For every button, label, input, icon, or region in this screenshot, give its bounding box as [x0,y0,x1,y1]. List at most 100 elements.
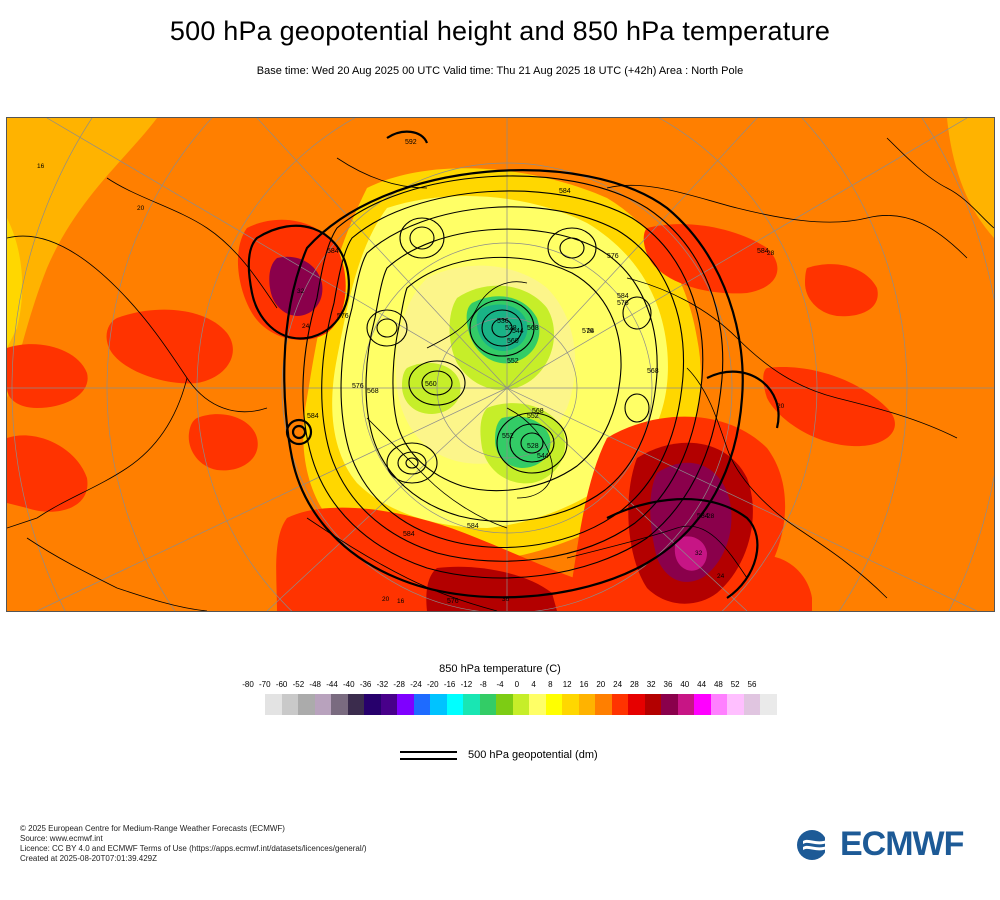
legend-color-swatch [446,694,463,715]
legend-color-swatch [265,694,282,715]
contour-label-group: 592 584 584 584 584 584 584 584 584 576 … [307,139,769,605]
legend-tick-label: -36 [359,680,372,689]
legend-color-swatch [694,694,711,715]
temp-label: 32 [695,550,703,557]
footer-licence: Licence: CC BY 4.0 and ECMWF Terms of Us… [20,844,367,853]
legend-tick-label: 20 [596,680,606,689]
contour-label: 584 [467,523,479,530]
legend-color-swatch [331,694,348,715]
contour-label: 560 [507,338,519,345]
temp-field-red-w3 [188,414,258,471]
legend-tick-label: 16 [579,680,589,689]
legend-color-swatch [578,694,595,715]
contour-label: 584 [327,248,339,255]
legend-tick-label: 56 [747,680,757,689]
contour-label: 576 [352,383,364,390]
legend-tick-label: 4 [531,680,536,689]
temp-field-red-nw [106,309,233,384]
contour-key-label: 500 hPa geopotential (dm) [468,749,598,761]
temp-label: 28 [707,513,715,520]
temp-field-red-east-edge [737,555,812,611]
legend-title: 850 hPa temperature (C) [439,663,561,675]
legend-tick-label: -20 [427,680,439,689]
temp-field-magenta-se [674,536,707,571]
contour-label: 544 [537,453,549,460]
legend-color-swatch [529,694,546,715]
temp-label: 32 [297,288,305,295]
legend-tick-label: 0 [514,680,520,689]
contour-label: 576 [337,313,349,320]
contour-label: 568 [527,325,539,332]
contour-label: 576 [607,253,619,260]
chart-title: 500 hPa geopotential height and 850 hPa … [169,16,831,46]
legend-color-swatch [281,694,298,715]
legend-tick-label: -32 [376,680,389,689]
temp-label: 16 [37,163,45,170]
temp-field-lime-3 [402,362,461,414]
legend-tick-label: 36 [663,680,673,689]
ecmwf-logo: ECMWF [795,825,985,863]
temp-label-group: 16 16 20 20 20 24 24 24 28 28 32 32 36 [37,163,785,605]
legend-color-swatch [661,694,678,715]
ecmwf-logo-text: ECMWF [840,825,964,863]
contour-label: 544 [512,328,524,335]
legend-color-swatch [743,694,760,715]
temp-label: 20 [137,205,145,212]
legend-tick-label: 12 [562,680,572,689]
legend-tick-label: 32 [646,680,656,689]
temp-label: 28 [767,250,775,257]
temp-label: 20 [382,596,390,603]
contour-label: 592 [405,139,417,146]
geopotential-thick-contours [247,130,780,599]
legend-color-swatch [595,694,612,715]
legend-tick-label: -8 [479,680,487,689]
contour-label: 576 [447,598,459,605]
legend-color-swatch [677,694,694,715]
legend-color-swatch [380,694,397,715]
legend-color-swatch [430,694,447,715]
legend-tick-label: -40 [343,680,355,689]
contour-label: 568 [532,408,544,415]
contour-label: 528 [527,443,539,450]
temp-field-red-sw [7,435,88,512]
legend-color-swatch [413,694,430,715]
temp-field-red-w2 [7,344,88,408]
temp-field-green-2 [495,416,551,468]
legend-colorbar [265,694,777,715]
legend-color-swatch [562,694,579,715]
legend-tick-label: 52 [730,680,740,689]
legend-tick-label: 28 [629,680,639,689]
legend-color-swatch [545,694,562,715]
legend-tick-label: 48 [713,680,723,689]
legend-color-swatch [628,694,645,715]
chart-subtitle: Base time: Wed 20 Aug 2025 00 UTC Valid … [256,65,744,77]
temp-label: 24 [302,323,310,330]
legend-color-swatch [364,694,381,715]
legend-tick-label: 40 [680,680,690,689]
legend-tick-label: -48 [309,680,321,689]
legend-tick-label: -80 [242,680,254,689]
contour-label: 568 [647,368,659,375]
legend-tick-label: 44 [697,680,707,689]
temp-field-west-amber [7,118,157,398]
contour-label: 584 [307,413,319,420]
legend-color-swatch [710,694,727,715]
ecmwf-logo-icon [797,830,835,860]
temp-field-teal-1 [476,304,528,351]
graticule [7,118,994,611]
legend-color-swatch [611,694,628,715]
contour-key-swatch [400,749,460,763]
legend-color-swatch [512,694,529,715]
legend-color-swatch [644,694,661,715]
temp-field-red-east [763,367,895,447]
temp-label: 20 [777,403,785,410]
footer-created: Created at 2025-08-20T07:01:39.429Z [20,854,157,863]
legend-tick-label: -16 [443,680,456,689]
temp-field-east-amber [947,118,994,238]
legend-color-swatch [727,694,744,715]
contour-label: 528 [505,325,517,332]
contour-label: 552 [527,413,539,420]
contour-label: 584 [697,513,709,520]
legend-tick-label: -28 [393,680,405,689]
temp-label: 24 [717,573,725,580]
